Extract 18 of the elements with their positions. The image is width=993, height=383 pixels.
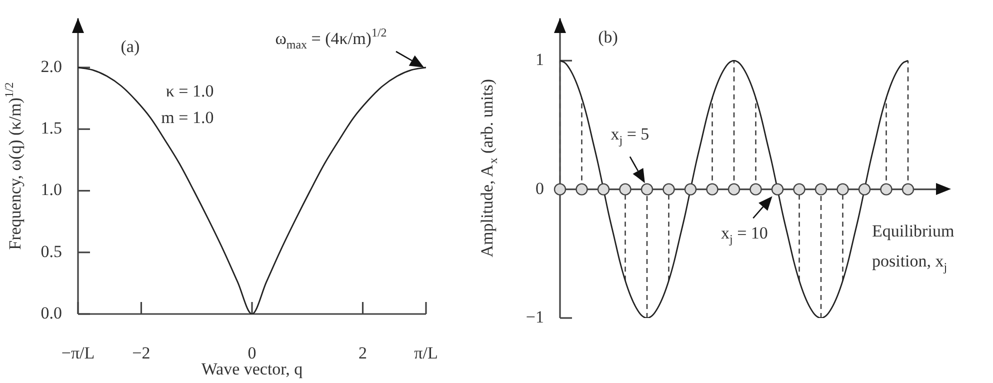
x-tick-label: 2 [358, 344, 368, 363]
y-axis-title: Frequency, ω(q) (κ/m)1/2 [2, 82, 24, 250]
x-tick-label: π/L [414, 344, 438, 363]
annotation: (a) [120, 37, 140, 56]
y-tick-label: 1.5 [40, 118, 62, 138]
x-tick-label: −2 [132, 344, 150, 363]
y-tick-label: 1 [536, 50, 544, 70]
y-tick-label: 0.5 [40, 242, 62, 261]
x-tick-label: −π/L [61, 344, 95, 363]
y-tick-label: 1.0 [40, 180, 62, 200]
y-axis-title: Amplitude, Ax (arb. units) [477, 78, 500, 258]
y-tick-label: 2.0 [40, 56, 62, 76]
annotation: m = 1.0 [161, 108, 214, 128]
y-tick-label: 0 [536, 178, 544, 198]
y-tick-label: −1 [526, 307, 544, 326]
y-tick-label: 0.0 [40, 303, 62, 322]
annotation: (b) [598, 27, 618, 46]
annotation: κ = 1.0 [166, 82, 214, 101]
